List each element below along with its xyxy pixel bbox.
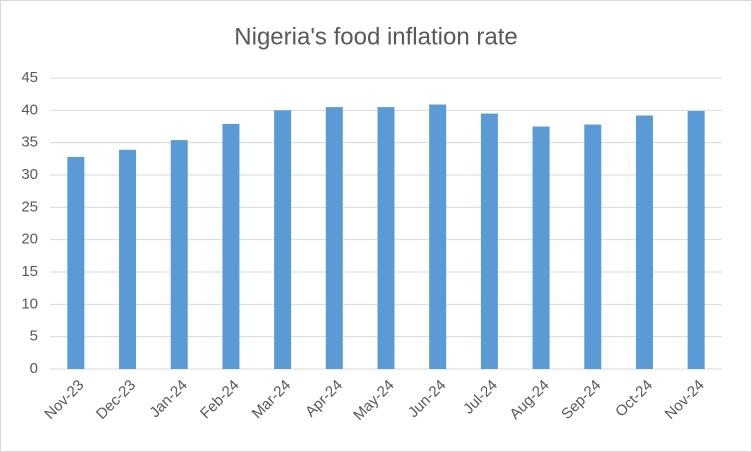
- bar: [274, 110, 292, 369]
- y-tick-label: 30: [21, 166, 38, 183]
- bar: [222, 123, 240, 369]
- y-tick-label: 45: [21, 69, 38, 86]
- bar: [377, 107, 395, 369]
- chart-title: Nigeria's food inflation rate: [234, 23, 517, 50]
- bar: [687, 110, 705, 369]
- y-tick-label: 10: [21, 295, 38, 312]
- y-tick-label: 40: [21, 101, 38, 118]
- y-tick-label: 15: [21, 263, 38, 280]
- bar: [170, 140, 188, 369]
- y-tick-label: 0: [30, 360, 38, 377]
- bar: [429, 104, 447, 369]
- y-tick-label: 5: [30, 328, 38, 345]
- y-tick-label: 20: [21, 231, 38, 248]
- y-tick-label: 35: [21, 134, 38, 151]
- bar: [119, 149, 137, 369]
- y-tick-label: 25: [21, 198, 38, 215]
- bar: [635, 115, 653, 369]
- bar: [532, 126, 550, 369]
- bar: [480, 113, 498, 369]
- bar: [67, 156, 85, 369]
- bar: [584, 124, 602, 369]
- bar: [325, 107, 343, 369]
